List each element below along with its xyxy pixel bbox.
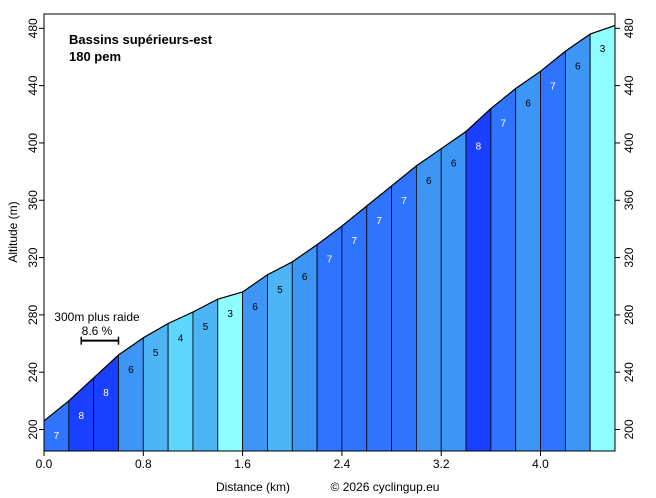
segment-grade-label: 8 bbox=[476, 141, 482, 152]
x-tick-label: 4.0 bbox=[532, 457, 549, 471]
segment-grade-label: 6 bbox=[302, 272, 308, 283]
segment-grade-label: 5 bbox=[203, 322, 209, 333]
y-tick-label-right: 400 bbox=[622, 133, 636, 153]
profile-segment-19 bbox=[490, 87, 517, 452]
profile-line bbox=[43, 24, 616, 422]
profile-segment-5 bbox=[142, 322, 169, 452]
profile-segments: 7 8 8 6 5 4 5 3 6 5 6 7 7 7 7 6 6 8 7 6 7 6 3 bbox=[43, 24, 616, 452]
x-tick-label: 2.4 bbox=[334, 457, 351, 471]
segment-grade-label: 6 bbox=[128, 365, 134, 376]
y-tick-label-right: 440 bbox=[622, 75, 636, 95]
segment-grade-label: 7 bbox=[327, 255, 333, 266]
segment-grade-label: 5 bbox=[277, 285, 283, 296]
y-tick-label-left: 360 bbox=[26, 190, 40, 210]
y-tick-label-left: 400 bbox=[26, 133, 40, 153]
segment-grade-label: 7 bbox=[376, 216, 382, 227]
plot-frame bbox=[43, 13, 616, 452]
x-tick-label: 3.2 bbox=[433, 457, 450, 471]
segment-grade-label: 8 bbox=[78, 411, 84, 422]
steepest-section-legend: 300m plus raide 8.6 % bbox=[54, 310, 140, 345]
y-axis-title: Altitude (m) bbox=[6, 201, 20, 262]
x-tick-label: 0.8 bbox=[135, 457, 152, 471]
x-axis-title: Distance (km) bbox=[216, 480, 290, 494]
segment-grade-label: 7 bbox=[352, 236, 358, 247]
x-tick-label: 1.6 bbox=[234, 457, 251, 471]
profile-segment-22 bbox=[564, 33, 591, 452]
segment-grade-label: 4 bbox=[178, 333, 184, 344]
y-tick-label-left: 440 bbox=[26, 75, 40, 95]
legend-value: 8.6 % bbox=[82, 324, 113, 338]
segment-grade-label: 6 bbox=[575, 61, 581, 72]
profile-segment-4 bbox=[118, 337, 144, 452]
chart-subtitle: 180 pem bbox=[69, 49, 121, 64]
segment-grade-label: 8 bbox=[103, 388, 109, 399]
chart-title: Bassins supérieurs-est bbox=[69, 32, 213, 47]
segment-grade-label: 5 bbox=[153, 348, 159, 359]
y-tick-label-right: 360 bbox=[622, 190, 636, 210]
y-tick-label-right: 200 bbox=[622, 419, 636, 439]
profile-segment-17 bbox=[440, 130, 467, 452]
segment-grade-label: 6 bbox=[525, 99, 531, 110]
y-tick-label-right: 480 bbox=[622, 18, 636, 38]
segment-grade-label: 6 bbox=[426, 176, 432, 187]
profile-segment-18 bbox=[465, 107, 492, 452]
y-tick-label-left: 200 bbox=[26, 419, 40, 439]
y-tick-label-left: 280 bbox=[26, 305, 40, 325]
segment-grade-label: 3 bbox=[600, 44, 606, 55]
y-tick-label-left: 240 bbox=[26, 362, 40, 382]
y-tick-label-right: 240 bbox=[622, 362, 636, 382]
credit-text: © 2026 cyclingup.eu bbox=[331, 480, 440, 494]
profile-segment-21 bbox=[540, 50, 566, 452]
x-tick-label: 0.0 bbox=[36, 457, 53, 471]
profile-segment-15 bbox=[391, 165, 417, 452]
segment-grade-label: 7 bbox=[550, 81, 556, 92]
segment-grade-label: 7 bbox=[501, 119, 507, 130]
legend-label: 300m plus raide bbox=[54, 310, 140, 324]
axis-ticks: 0.0 0.8 1.6 2.4 3.2 4.0 200 200 240 240 280 280 320 3… bbox=[26, 18, 636, 471]
profile-segment-23 bbox=[589, 24, 616, 452]
segment-grade-label: 7 bbox=[401, 196, 407, 207]
profile-segment-16 bbox=[415, 147, 442, 452]
segment-grade-label: 3 bbox=[227, 309, 233, 320]
profile-segment-20 bbox=[515, 70, 541, 452]
segment-grade-label: 6 bbox=[252, 302, 258, 313]
y-tick-label-right: 320 bbox=[622, 247, 636, 267]
segment-grade-label: 6 bbox=[451, 159, 457, 170]
y-tick-label-left: 480 bbox=[26, 18, 40, 38]
y-tick-label-right: 280 bbox=[622, 305, 636, 325]
segment-grade-label: 7 bbox=[54, 431, 60, 442]
y-tick-label-left: 320 bbox=[26, 247, 40, 267]
